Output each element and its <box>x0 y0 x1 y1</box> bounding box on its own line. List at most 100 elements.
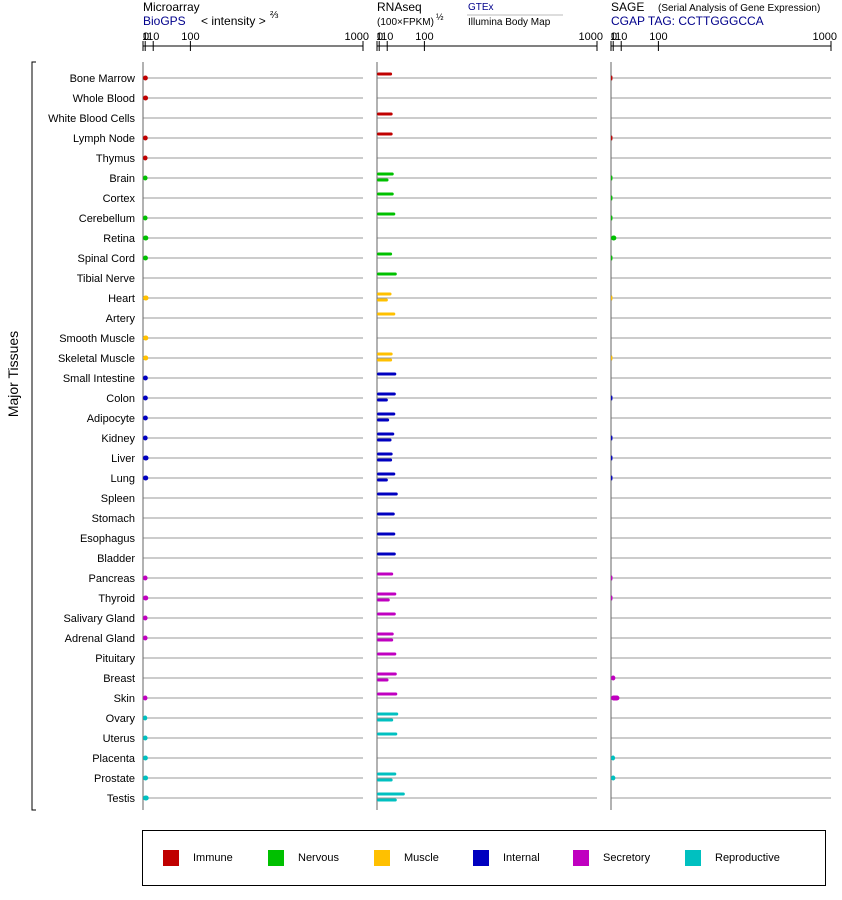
bar-rnaseq-illumina-prostate <box>377 778 393 782</box>
bar-rnaseq-illumina-kidney <box>377 438 392 442</box>
bar-sage-lung <box>611 475 613 481</box>
bar-sage-pancreas <box>611 575 613 581</box>
panel-title-microarray: Microarray <box>143 0 200 14</box>
legend-swatch-immune <box>163 850 179 866</box>
bar-rnaseq-gtex-spleen <box>377 492 398 496</box>
bar-rnaseq-gtex-testis <box>377 792 405 796</box>
bar-rnaseq-gtex-pituitary <box>377 652 397 656</box>
tissue-label-tibial-nerve: Tibial Nerve <box>77 273 135 285</box>
bar-microarray-heart <box>143 295 149 301</box>
x-tick-label-sage-1000: 1000 <box>813 31 837 43</box>
bar-rnaseq-illumina-testis <box>377 798 397 802</box>
bar-microarray-ovary <box>143 715 148 721</box>
panel-metric-microarray: < intensity > <box>201 14 266 28</box>
tissue-label-bone-marrow: Bone Marrow <box>70 73 135 85</box>
legend-swatch-nervous <box>268 850 284 866</box>
panel-subtitle-sage: CGAP TAG: CCTTGGGCCA <box>611 14 764 28</box>
legend-label-nervous: Nervous <box>298 852 339 864</box>
x-tick-label-microarray-1000: 1000 <box>345 31 369 43</box>
tissue-label-salivary-gland: Salivary Gland <box>63 613 135 625</box>
bar-rnaseq-gtex-tibial-nerve <box>377 272 397 276</box>
tissue-label-thyroid: Thyroid <box>98 593 135 605</box>
bar-rnaseq-gtex-cerebellum <box>377 212 396 216</box>
bar-microarray-smooth-muscle <box>143 335 149 341</box>
x-tick-label-rnaseq-1: 1 <box>376 31 382 43</box>
bar-microarray-bone-marrow <box>143 75 148 81</box>
tissue-label-breast: Breast <box>103 673 135 685</box>
bar-microarray-salivary-gland <box>143 615 148 621</box>
bar-rnaseq-gtex-lung <box>377 472 396 476</box>
tissue-label-stomach: Stomach <box>92 513 135 525</box>
bar-rnaseq-gtex-esophagus <box>377 532 396 536</box>
bar-rnaseq-gtex-lymph-node <box>377 132 393 136</box>
bar-rnaseq-gtex-adipocyte <box>377 412 396 416</box>
x-tick-label-rnaseq-100: 100 <box>415 31 433 43</box>
bar-rnaseq-gtex-stomach <box>377 512 395 516</box>
x-tick-label-rnaseq-1000: 1000 <box>579 31 603 43</box>
legend-label-internal: Internal <box>503 852 540 864</box>
tissue-label-kidney: Kidney <box>101 433 135 445</box>
panel-title-note-sage: (Serial Analysis of Gene Expression) <box>658 3 820 14</box>
panel-subtitle-microarray: BioGPS <box>143 14 186 28</box>
bar-sage-retina <box>611 235 617 241</box>
bar-rnaseq-illumina-liver <box>377 458 393 462</box>
bar-microarray-thyroid <box>143 595 149 601</box>
bar-rnaseq-gtex-colon <box>377 392 396 396</box>
legend-swatch-internal <box>473 850 489 866</box>
bar-sage-cerebellum <box>611 215 613 221</box>
tissue-label-small-intestine: Small Intestine <box>63 373 135 385</box>
bar-rnaseq-gtex-skeletal-muscle <box>377 352 393 356</box>
tissue-label-pancreas: Pancreas <box>89 573 136 585</box>
bar-rnaseq-gtex-artery <box>377 312 396 316</box>
bar-rnaseq-illumina-colon <box>377 398 388 402</box>
bar-sage-heart <box>611 295 613 301</box>
bar-sage-cortex <box>611 195 613 201</box>
legend-label-immune: Immune <box>193 852 233 864</box>
legend-swatch-muscle <box>374 850 390 866</box>
tissue-label-retina: Retina <box>103 233 136 245</box>
panel-title-sage: SAGE <box>611 0 644 14</box>
bar-rnaseq-gtex-prostate <box>377 772 397 776</box>
bar-microarray-cerebellum <box>143 215 148 221</box>
bar-microarray-lymph-node <box>143 135 148 141</box>
legend-label-reproductive: Reproductive <box>715 852 780 864</box>
y-axis-bracket <box>31 61 36 811</box>
bar-microarray-skin <box>143 695 148 701</box>
bar-microarray-prostate <box>143 775 149 781</box>
panel-subtitle-rnaseq: (100×FPKM) <box>377 17 434 28</box>
bar-sage-lymph-node <box>611 135 613 141</box>
x-tick-label-sage-10: 10 <box>615 31 627 43</box>
legend: Immune Nervous Muscle Internal Secretory… <box>142 830 826 886</box>
bar-rnaseq-gtex-white-blood-cells <box>377 112 393 116</box>
bar-sage-bone-marrow <box>611 75 613 81</box>
bar-rnaseq-illumina-lung <box>377 478 388 482</box>
legend-label-secretory: Secretory <box>603 852 651 864</box>
bar-rnaseq-illumina-adipocyte <box>377 418 390 422</box>
bar-sage-skeletal-muscle <box>611 355 613 361</box>
bar-rnaseq-gtex-bladder <box>377 552 396 556</box>
bar-microarray-whole-blood <box>143 95 149 101</box>
bar-rnaseq-gtex-small-intestine <box>377 372 397 376</box>
x-tick-label-microarray-1: 1 <box>142 31 148 43</box>
tissue-label-liver: Liver <box>111 453 135 465</box>
x-tick-label-microarray-100: 100 <box>181 31 199 43</box>
tissue-label-thymus: Thymus <box>96 153 136 165</box>
tissue-label-smooth-muscle: Smooth Muscle <box>59 333 135 345</box>
panel-title-rnaseq: RNAseq <box>377 0 422 14</box>
bar-sage-brain <box>611 175 613 181</box>
bar-sage-liver <box>611 455 613 461</box>
tissue-label-colon: Colon <box>106 393 135 405</box>
legend-label-muscle: Muscle <box>404 852 439 864</box>
x-tick-label-sage-100: 100 <box>649 31 667 43</box>
bar-microarray-liver <box>143 455 149 461</box>
x-tick-label-sage-0: 0 <box>611 31 617 43</box>
tissue-label-lung: Lung <box>111 473 135 485</box>
x-tick-label-rnaseq-10: 10 <box>381 31 393 43</box>
bar-rnaseq-gtex-uterus <box>377 732 398 736</box>
panel-metric-exponent-microarray: ⅔ <box>270 10 279 21</box>
tissue-label-adrenal-gland: Adrenal Gland <box>65 633 135 645</box>
y-axis-title: Major Tissues <box>5 331 21 417</box>
bar-microarray-retina <box>143 235 149 241</box>
bar-rnaseq-gtex-ovary <box>377 712 399 716</box>
bar-microarray-lung <box>143 475 149 481</box>
